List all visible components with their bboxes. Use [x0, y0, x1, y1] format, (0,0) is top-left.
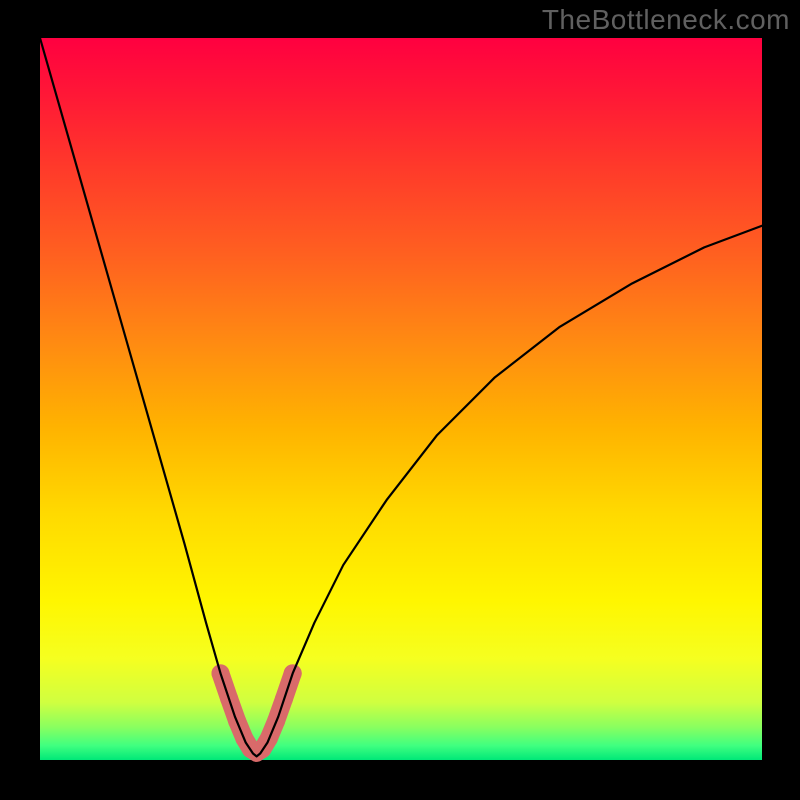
watermark-text: TheBottleneck.com: [542, 4, 790, 36]
chart-svg: [0, 0, 800, 800]
stage: TheBottleneck.com: [0, 0, 800, 800]
plot-gradient: [40, 38, 762, 760]
